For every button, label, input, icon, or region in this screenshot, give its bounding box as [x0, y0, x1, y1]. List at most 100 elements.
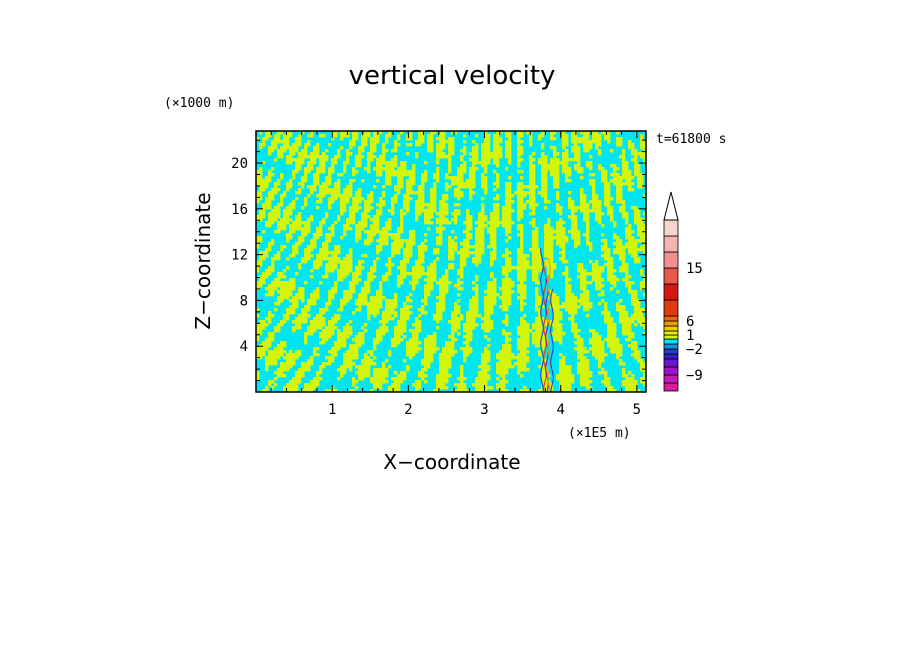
- field-cell: [469, 152, 473, 156]
- field-cell: [367, 230, 371, 234]
- field-cell: [562, 167, 566, 171]
- field-cell: [556, 302, 560, 306]
- field-cell: [580, 278, 584, 282]
- field-cell: [520, 308, 524, 312]
- field-cell: [502, 389, 506, 392]
- field-cell: [325, 191, 329, 195]
- field-cell: [490, 230, 494, 234]
- field-cell: [376, 203, 380, 207]
- field-cell: [481, 386, 485, 390]
- field-cell: [379, 239, 383, 243]
- field-cell: [640, 173, 644, 177]
- field-cell: [376, 329, 380, 333]
- field-cell: [508, 215, 512, 219]
- field-cell: [355, 164, 359, 168]
- field-cell: [487, 305, 491, 309]
- field-cell: [505, 314, 509, 318]
- field-cell: [598, 137, 602, 141]
- field-cell: [499, 356, 503, 360]
- field-cell: [373, 344, 377, 348]
- field-cell: [373, 299, 377, 303]
- field-cell: [271, 221, 275, 225]
- field-cell: [418, 191, 422, 195]
- field-cell: [547, 374, 551, 378]
- field-cell: [532, 224, 536, 228]
- field-cell: [490, 287, 494, 291]
- field-cell: [301, 221, 305, 225]
- field-cell: [277, 149, 281, 153]
- field-cell: [574, 335, 578, 339]
- field-cell: [259, 218, 263, 222]
- field-cell: [532, 263, 536, 267]
- field-cell: [607, 278, 611, 282]
- field-cell: [352, 287, 356, 291]
- field-cell: [559, 239, 563, 243]
- field-cell: [493, 233, 497, 237]
- field-cell: [631, 353, 635, 357]
- field-cell: [289, 218, 293, 222]
- field-cell: [427, 284, 431, 288]
- field-cell: [634, 257, 638, 261]
- field-cell: [283, 140, 287, 144]
- field-cell: [268, 170, 272, 174]
- field-cell: [601, 293, 605, 297]
- field-cell: [607, 329, 611, 333]
- field-cell: [487, 311, 491, 315]
- field-cell: [523, 191, 527, 195]
- field-cell: [502, 332, 506, 336]
- field-cell: [319, 335, 323, 339]
- field-cell: [256, 269, 260, 273]
- field-cell: [505, 257, 509, 261]
- field-cell: [259, 323, 263, 327]
- field-cell: [256, 332, 260, 336]
- field-cell: [616, 143, 620, 147]
- field-cell: [409, 236, 413, 240]
- field-cell: [580, 362, 584, 366]
- field-cell: [550, 227, 554, 231]
- field-cell: [418, 275, 422, 279]
- field-cell: [634, 158, 638, 162]
- field-cell: [403, 164, 407, 168]
- field-cell: [610, 260, 614, 264]
- field-cell: [469, 224, 473, 228]
- field-cell: [319, 167, 323, 171]
- field-cell: [466, 254, 470, 258]
- field-cell: [262, 272, 266, 276]
- field-cell: [607, 140, 611, 144]
- field-cell: [286, 233, 290, 237]
- field-cell: [307, 185, 311, 189]
- field-cell: [589, 341, 593, 345]
- field-cell: [607, 185, 611, 189]
- field-cell: [268, 380, 272, 384]
- field-cell: [439, 356, 443, 360]
- field-cell: [442, 380, 446, 384]
- field-cell: [613, 251, 617, 255]
- field-cell: [388, 353, 392, 357]
- field-cell: [484, 362, 488, 366]
- field-cell: [457, 269, 461, 273]
- field-cell: [481, 233, 485, 237]
- field-cell: [271, 293, 275, 297]
- field-cell: [562, 134, 566, 138]
- field-cell: [325, 212, 329, 216]
- field-cell: [316, 374, 320, 378]
- field-cell: [511, 281, 515, 285]
- field-cell: [337, 272, 341, 276]
- field-cell: [406, 257, 410, 261]
- field-cell: [439, 362, 443, 366]
- field-cell: [376, 311, 380, 315]
- field-cell: [319, 248, 323, 252]
- field-cell: [289, 311, 293, 315]
- field-cell: [619, 305, 623, 309]
- field-cell: [358, 371, 362, 375]
- field-cell: [610, 332, 614, 336]
- field-cell: [577, 242, 581, 246]
- field-cell: [388, 317, 392, 321]
- field-cell: [352, 284, 356, 288]
- field-cell: [457, 176, 461, 180]
- field-cell: [349, 212, 353, 216]
- field-cell: [442, 215, 446, 219]
- field-cell: [364, 281, 368, 285]
- field-cell: [376, 215, 380, 219]
- field-cell: [328, 191, 332, 195]
